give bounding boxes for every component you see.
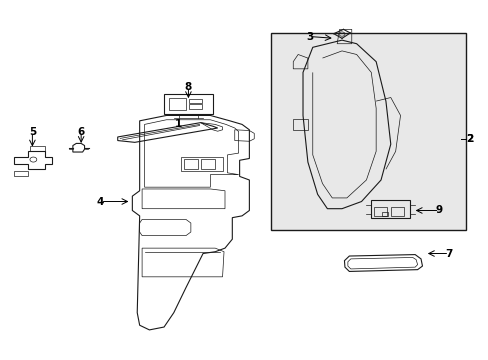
Bar xyxy=(189,99,201,103)
Bar xyxy=(189,104,201,109)
Text: 8: 8 xyxy=(184,82,192,92)
Bar xyxy=(271,33,466,230)
Bar xyxy=(183,159,198,169)
Text: 7: 7 xyxy=(445,248,452,258)
Bar xyxy=(163,94,212,114)
Text: 3: 3 xyxy=(306,32,313,41)
Text: 1: 1 xyxy=(175,120,182,129)
Text: 5: 5 xyxy=(29,127,36,136)
Bar xyxy=(381,212,387,216)
Text: 9: 9 xyxy=(435,206,442,216)
Bar xyxy=(390,207,404,216)
Bar xyxy=(168,98,185,110)
Text: 2: 2 xyxy=(465,134,472,144)
Bar xyxy=(370,201,409,218)
Text: 2: 2 xyxy=(465,134,472,144)
Text: 4: 4 xyxy=(97,197,104,207)
Text: 6: 6 xyxy=(78,127,84,136)
Bar xyxy=(200,159,215,169)
Bar xyxy=(373,207,386,216)
